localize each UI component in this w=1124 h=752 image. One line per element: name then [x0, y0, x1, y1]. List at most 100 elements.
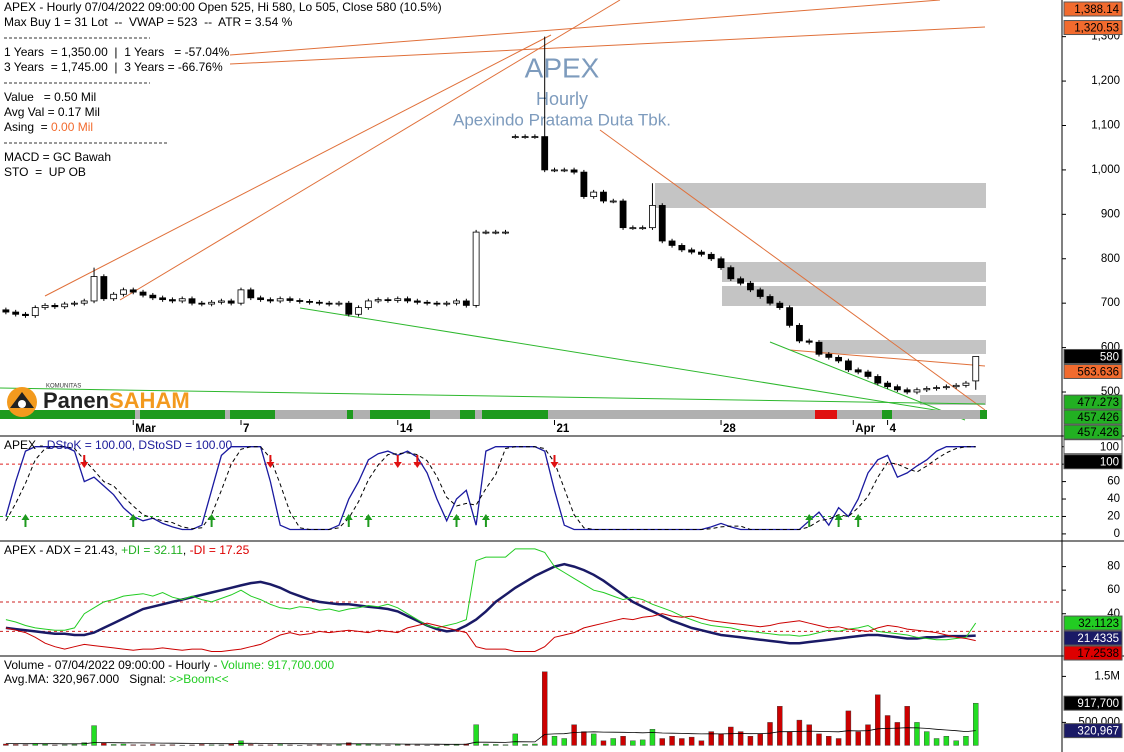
- buy-signal: [364, 514, 373, 527]
- candle-body: [423, 301, 431, 304]
- volume-bar: [884, 715, 891, 746]
- volume-bar: [845, 710, 852, 746]
- price-tag-label: 1,320.53: [1074, 23, 1119, 35]
- candle-body: [707, 253, 715, 260]
- candle-body: [786, 307, 794, 326]
- logo: KOMUNITAS Panen SAHAM: [7, 384, 190, 417]
- price-tag: [1063, 1, 1123, 17]
- candle-body: [41, 304, 49, 309]
- panel-title: APEX - DStoK = 100.00, DStoSD = 100.00: [4, 438, 232, 452]
- volume-bar: [718, 733, 724, 746]
- volume-bar: [835, 738, 842, 746]
- volume-bar: [61, 744, 68, 746]
- candle-body: [874, 376, 882, 384]
- panel-title-part: ,: [183, 543, 190, 557]
- candle-body: [394, 298, 402, 301]
- volume-bar: [904, 706, 910, 746]
- x-tick-label: 7: [243, 423, 249, 435]
- info-macd: MACD = GC Bawah: [4, 150, 111, 164]
- indicator-line: [5, 446, 976, 530]
- y-tick-label: 800: [1101, 253, 1120, 265]
- volume-bar: [12, 744, 19, 746]
- volume-bar: [865, 724, 871, 746]
- trend-line: [299, 307, 986, 419]
- candle-body: [178, 298, 186, 302]
- candle-body: [688, 249, 696, 253]
- candle-body: [854, 369, 862, 373]
- candle-body: [71, 302, 78, 305]
- candle-body: [942, 386, 950, 389]
- volume-bar: [757, 733, 763, 746]
- volume-bar: [747, 736, 754, 746]
- candle-body: [962, 382, 970, 386]
- asing-value: 0.00 Mil: [51, 120, 93, 134]
- candle-body: [129, 289, 137, 293]
- volume-bar: [963, 736, 969, 746]
- candle-body: [776, 302, 784, 309]
- sell-signal: [80, 455, 89, 468]
- candle-body: [374, 299, 382, 302]
- candle-body: [521, 136, 529, 138]
- volume-bar: [943, 736, 950, 746]
- logo-right: SAHAM: [109, 388, 190, 413]
- price-tag: [1063, 645, 1123, 661]
- candle-body: [668, 240, 676, 246]
- candle-body: [51, 304, 59, 308]
- candle-body: [80, 300, 88, 304]
- candle-body: [257, 297, 264, 301]
- buy-signal: [805, 514, 814, 527]
- buy-signal: [207, 514, 216, 527]
- volume-bar: [816, 733, 822, 746]
- price-tag: [1063, 439, 1123, 455]
- volume-bar: [786, 731, 793, 746]
- volume-bar: [120, 743, 127, 746]
- candle-body: [139, 291, 147, 296]
- volume-bar: [522, 744, 528, 746]
- candle-body: [100, 276, 108, 300]
- candle-body: [492, 231, 500, 234]
- trend-line: [0, 387, 986, 405]
- volume-bar: [444, 744, 450, 746]
- candle-body: [893, 386, 901, 391]
- sell-signal: [550, 455, 559, 468]
- volume-bar: [101, 742, 107, 746]
- volume-bar: [600, 740, 607, 746]
- volume-bar: [894, 722, 901, 746]
- volume-bar: [3, 743, 9, 746]
- volume-bar: [875, 694, 881, 746]
- candle-body: [247, 289, 255, 299]
- price-tag: [1063, 363, 1123, 379]
- panel-title: Volume - 07/04/2022 09:00:00 - Hourly - …: [4, 658, 335, 672]
- price-tag-label: 21.4335: [1077, 633, 1119, 645]
- x-tick-label: Mar: [135, 423, 156, 435]
- price-tag: [1063, 348, 1123, 364]
- candle-body: [384, 299, 392, 302]
- zone: [722, 286, 986, 306]
- price-tag-label: 100: [1100, 442, 1119, 454]
- indicator-line: [5, 613, 976, 652]
- volume-bar: [796, 719, 803, 746]
- volume-bar: [630, 740, 636, 746]
- price-tag: [1063, 394, 1123, 410]
- volume-bar: [365, 744, 372, 746]
- panel-title-part: Volume: 917,700.000: [221, 658, 335, 672]
- volume-bar: [551, 736, 558, 746]
- logo-small: KOMUNITAS: [46, 384, 81, 390]
- info-return: 1 Years = 1,350.00 | 1 Years = -57.04%: [4, 45, 230, 59]
- candle-body: [825, 353, 833, 358]
- watermark-period: Hourly: [536, 89, 588, 109]
- candle-body: [972, 356, 980, 382]
- volume-bar: [826, 736, 832, 746]
- y-tick-label: 80: [1107, 561, 1120, 573]
- candle-body: [717, 258, 725, 269]
- indicator-line: [5, 562, 976, 645]
- volume-bar: [541, 671, 548, 746]
- volume-bar: [669, 736, 675, 746]
- candle-body: [237, 289, 245, 304]
- candle-body: [325, 302, 333, 305]
- indicator-line: [5, 446, 976, 531]
- volume-bar: [22, 744, 29, 746]
- price-tag: [1063, 424, 1123, 440]
- price-tag: [1063, 409, 1123, 425]
